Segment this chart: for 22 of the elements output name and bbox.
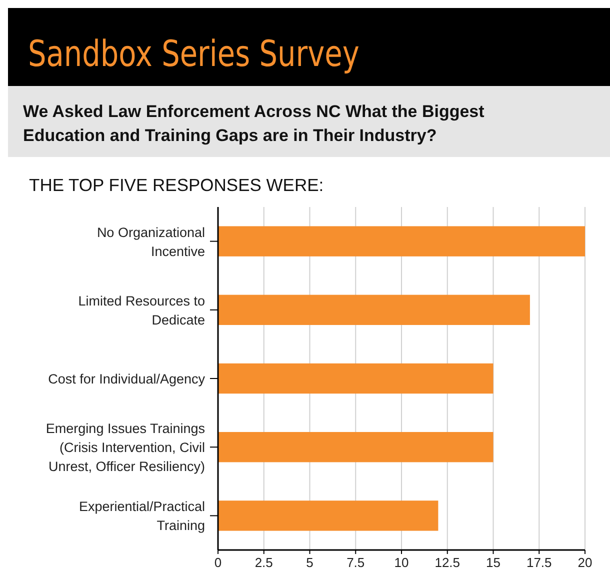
bar — [218, 226, 585, 256]
x-tick-label: 12.5 — [434, 555, 460, 570]
x-tick-label: 15 — [486, 555, 500, 570]
y-tick-label: No Organizational Incentive — [96, 224, 205, 259]
y-tick-label: Experiential/Practical Training — [78, 499, 205, 534]
x-tick-label: 2.5 — [254, 555, 273, 570]
x-tick-label: 5 — [306, 555, 314, 570]
chart-subtitle: We Asked Law Enforcement Across NC What the Biggest Education and Training Gaps are in Their Industry? — [23, 102, 485, 145]
y-tick-label: Cost for Individual/Agency — [48, 372, 206, 386]
text: THE TOP FIVE RESPONSES WERE: — [29, 175, 324, 195]
y-tick-label: Emerging Issues Trainings (Crisis Intervention, Civil Unrest, Officer Resiliency) — [46, 421, 206, 474]
bar — [218, 500, 438, 531]
x-tick-label: 0 — [214, 555, 222, 570]
bar — [218, 363, 494, 394]
bar — [218, 294, 530, 325]
x-tick-label: 7.5 — [346, 555, 365, 570]
x-tick-label: 20 — [578, 555, 592, 570]
x-tick-label: 10 — [394, 555, 409, 570]
chart-title: Sandbox Series Survey — [28, 32, 360, 75]
bar — [218, 432, 494, 462]
x-tick-label: 17.5 — [526, 555, 552, 570]
y-tick-label: Limited Resources to Dedicate — [78, 293, 205, 328]
